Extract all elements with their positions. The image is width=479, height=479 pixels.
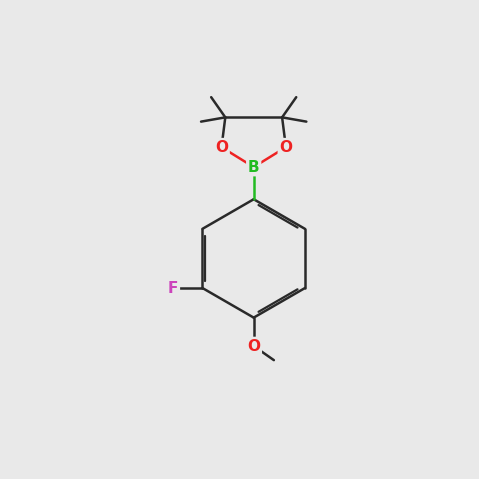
Text: O: O (279, 140, 292, 155)
Text: B: B (248, 160, 260, 174)
Text: F: F (168, 281, 178, 296)
Text: O: O (215, 140, 228, 155)
Text: O: O (247, 339, 260, 354)
